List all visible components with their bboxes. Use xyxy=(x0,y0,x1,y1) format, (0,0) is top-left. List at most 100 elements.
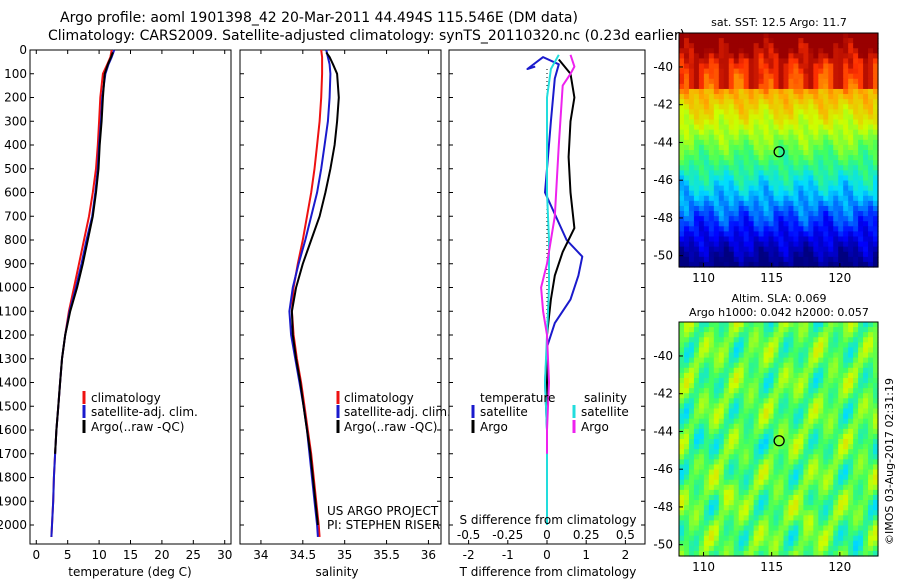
heatmap-cell xyxy=(778,500,785,506)
heatmap-cell xyxy=(753,337,760,343)
heatmap-cell xyxy=(703,510,710,516)
heatmap-cell xyxy=(758,367,765,374)
heatmap-cell xyxy=(773,139,780,146)
heatmap-cell xyxy=(793,459,799,466)
heatmap-cell xyxy=(868,474,874,481)
heatmap-cell xyxy=(758,322,765,328)
x-tick-label-s: 0.5 xyxy=(616,528,635,542)
heatmap-cell xyxy=(688,144,695,151)
y-tick-label: 300 xyxy=(4,114,27,128)
heatmap-cell xyxy=(679,383,685,389)
heatmap-cell xyxy=(818,160,824,166)
heatmap-cell xyxy=(838,459,844,466)
heatmap-cell xyxy=(763,489,770,496)
heatmap-cell xyxy=(823,352,829,359)
heatmap-cell xyxy=(683,398,690,404)
heatmap-cell xyxy=(858,372,864,379)
heatmap-cell xyxy=(758,63,765,70)
heatmap-cell xyxy=(803,180,809,187)
heatmap-cell xyxy=(853,500,859,506)
heatmap-cell xyxy=(783,545,790,552)
heatmap-cell xyxy=(763,337,770,343)
heatmap-cell xyxy=(718,231,725,238)
heatmap-cell xyxy=(778,418,785,425)
heatmap-cell xyxy=(778,124,785,131)
heatmap-cell xyxy=(688,398,695,404)
heatmap-cell xyxy=(863,449,869,455)
heatmap-cell xyxy=(728,190,735,197)
heatmap-cell xyxy=(688,38,695,44)
heatmap-cell xyxy=(728,170,735,177)
heatmap-cell xyxy=(718,48,725,54)
heatmap-cell xyxy=(858,342,864,349)
heatmap-cell xyxy=(778,464,785,471)
heatmap-cell xyxy=(813,428,819,435)
heatmap-cell xyxy=(748,515,755,521)
heatmap-cell xyxy=(818,144,824,151)
heatmap-cell xyxy=(863,479,869,486)
heatmap-cell xyxy=(693,94,700,100)
heatmap-cell xyxy=(793,510,799,516)
heatmap-cell xyxy=(773,205,780,212)
heatmap-cell xyxy=(763,211,770,217)
heatmap-cell xyxy=(743,479,750,486)
heatmap-cell xyxy=(738,352,745,359)
heatmap-cell xyxy=(683,58,690,65)
heatmap-cell xyxy=(723,139,730,146)
heatmap-cell xyxy=(748,520,755,527)
heatmap-cell xyxy=(708,129,715,136)
heatmap-cell xyxy=(703,216,710,222)
heatmap-cell xyxy=(748,119,755,126)
heatmap-cell xyxy=(873,464,879,471)
heatmap-cell xyxy=(793,449,799,455)
x-tick-label-t: -1 xyxy=(502,548,514,562)
heatmap-cell xyxy=(703,505,710,511)
heatmap-cell xyxy=(723,393,730,399)
heatmap-cell xyxy=(693,383,700,389)
heatmap-cell xyxy=(813,540,819,547)
heatmap-cell xyxy=(833,403,839,410)
heatmap-cell xyxy=(773,246,780,253)
heatmap-cell xyxy=(718,500,725,506)
heatmap-cell xyxy=(783,48,790,54)
heatmap-cell xyxy=(818,362,824,369)
heatmap-cell xyxy=(823,515,829,521)
heatmap-cell xyxy=(783,119,790,126)
heatmap-cell xyxy=(798,221,804,227)
heatmap-cell xyxy=(813,403,819,410)
heatmap-cell xyxy=(723,469,730,476)
heatmap-cell xyxy=(788,520,795,527)
heatmap-cell xyxy=(833,139,839,146)
heatmap-cell xyxy=(758,398,765,404)
heatmap-cell xyxy=(773,129,780,136)
heatmap-cell xyxy=(808,150,814,156)
heatmap-cell xyxy=(793,342,799,349)
heatmap-cell xyxy=(763,88,770,95)
heatmap-cell xyxy=(758,479,765,486)
heatmap-cell xyxy=(873,469,879,476)
heatmap-cell xyxy=(798,362,804,369)
heatmap-cell xyxy=(758,377,765,384)
heatmap-cell xyxy=(778,510,785,516)
heatmap-cell xyxy=(868,337,874,343)
heatmap-cell xyxy=(838,469,844,476)
heatmap-cell xyxy=(758,372,765,379)
heatmap-cell xyxy=(813,459,819,466)
heatmap-cell xyxy=(733,352,740,359)
heatmap-cell xyxy=(843,520,849,527)
lat-tick-label: -46 xyxy=(653,173,673,187)
heatmap-cell xyxy=(748,160,755,166)
heatmap-cell xyxy=(708,510,715,516)
heatmap-cell xyxy=(833,342,839,349)
heatmap-cell xyxy=(858,383,864,389)
heatmap-cell xyxy=(778,119,785,126)
heatmap-cell xyxy=(713,236,720,243)
heatmap-cell xyxy=(873,550,879,557)
heatmap-cell xyxy=(713,337,720,343)
heatmap-cell xyxy=(783,505,790,511)
heatmap-cell xyxy=(848,342,854,349)
heatmap-cell xyxy=(823,464,829,471)
heatmap-cell xyxy=(863,53,869,60)
heatmap-cell xyxy=(813,114,819,121)
heatmap-cell xyxy=(873,195,879,202)
